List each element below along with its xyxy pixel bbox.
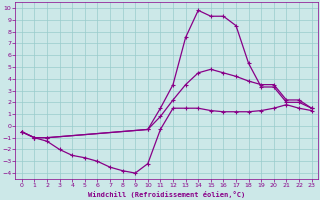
X-axis label: Windchill (Refroidissement éolien,°C): Windchill (Refroidissement éolien,°C) [88, 191, 245, 198]
